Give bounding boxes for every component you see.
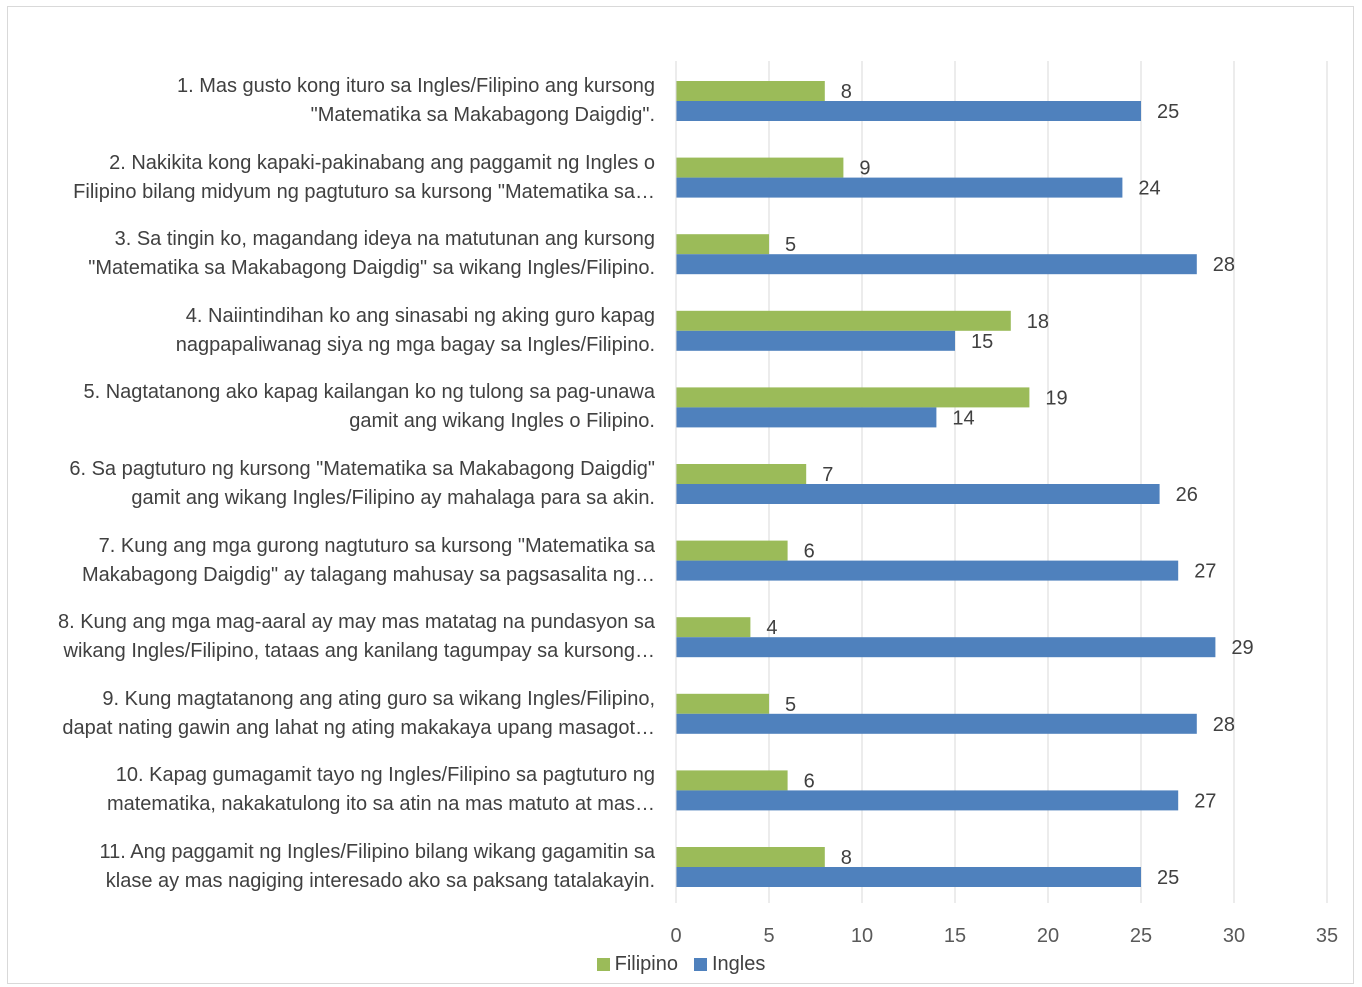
bar-ingles: [676, 790, 1179, 811]
category-label: 4. Naiintindihan ko ang sinasabi ng akin…: [0, 302, 655, 360]
x-tick-label: 10: [851, 925, 873, 947]
legend-swatch: [693, 958, 707, 971]
category-label-line: klase ay mas nagiging interesado ako sa …: [105, 870, 655, 892]
category-label: 7. Kung ang mga gurong nagtuturo sa kurs…: [0, 532, 655, 590]
category-label: 1. Mas gusto kong ituro sa Ingles/Filipi…: [0, 72, 655, 130]
bar-filipino: [676, 157, 844, 178]
data-label-ingles: 24: [1138, 178, 1160, 200]
bar-filipino: [676, 770, 788, 791]
category-label-line: wikang Ingles/Filipino, tataas ang kanil…: [63, 640, 655, 663]
data-label-ingles: 25: [1157, 101, 1179, 123]
bar-ingles: [676, 560, 1179, 581]
data-label-filipino: 6: [804, 541, 815, 563]
category-label-line: gamit ang wikang Ingles o Filipino.: [349, 410, 655, 433]
category-label: 3. Sa tingin ko, magandang ideya na matu…: [0, 225, 655, 283]
bar-filipino: [676, 617, 751, 638]
category-label-line: 8. Kung ang mga mag-aaral ay may mas mat…: [57, 611, 655, 634]
bar-filipino: [676, 81, 825, 101]
bar-ingles: [676, 713, 1197, 734]
category-label-line: 1. Mas gusto kong ituro sa Ingles/Filipi…: [176, 75, 655, 97]
data-label-filipino: 8: [841, 847, 852, 869]
category-label-line: "Matematika sa Makabagong Daigdig" sa wi…: [88, 257, 655, 280]
x-tick-label: 15: [944, 925, 966, 947]
category-label-line: Makabagong Daigdig" ay talagang mahusay …: [81, 563, 655, 586]
legend-label: Ingles: [711, 953, 766, 975]
category-label-line: matematika, nakakatulong ito sa atin na …: [106, 793, 655, 816]
data-label-ingles: 15: [971, 331, 993, 353]
category-label: 9. Kung magtatanong ang ating guro sa wi…: [0, 685, 655, 743]
data-label-ingles: 26: [1176, 484, 1198, 506]
category-label-line: dapat nating gawin ang lahat ng ating ma…: [62, 716, 655, 739]
category-label: 11. Ang paggamit ng Ingles/Filipino bila…: [0, 838, 655, 896]
bar-filipino: [676, 540, 788, 561]
data-label-ingles: 25: [1157, 867, 1179, 889]
data-label-filipino: 4: [766, 617, 777, 639]
bar-ingles: [676, 637, 1216, 658]
x-tick-label: 20: [1037, 925, 1059, 947]
category-label: 8. Kung ang mga mag-aaral ay may mas mat…: [0, 608, 655, 666]
category-label-line: nagpapaliwanag siya ng mga bagay sa Ingl…: [175, 333, 655, 356]
bar-filipino: [676, 847, 825, 867]
legend-item-filipino: Filipino: [596, 953, 678, 976]
category-label: 6. Sa pagtuturo ng kursong "Matematika s…: [0, 455, 655, 513]
category-label: 5. Nagtatanong ako kapag kailangan ko ng…: [0, 378, 655, 436]
data-label-filipino: 7: [822, 464, 833, 486]
x-tick-label: 0: [670, 925, 681, 947]
category-label-line: 5. Nagtatanong ako kapag kailangan ko ng…: [83, 381, 655, 404]
data-label-ingles: 28: [1213, 714, 1235, 736]
bar-ingles: [676, 177, 1123, 198]
bar-ingles: [676, 101, 1141, 121]
bar-filipino: [676, 234, 769, 255]
category-label-line: 6. Sa pagtuturo ng kursong "Matematika s…: [69, 458, 655, 480]
category-label: 2. Nakikita kong kapaki-pakinabang ang p…: [0, 149, 655, 207]
category-label-line: 4. Naiintindihan ko ang sinasabi ng akin…: [185, 304, 655, 327]
bar-ingles: [676, 254, 1197, 275]
category-label-line: 11. Ang paggamit ng Ingles/Filipino bila…: [99, 841, 655, 863]
data-label-filipino: 5: [785, 694, 796, 716]
data-label-ingles: 14: [952, 407, 974, 429]
data-label-filipino: 18: [1027, 311, 1049, 333]
data-label-filipino: 19: [1045, 387, 1067, 409]
chart-frame: [7, 6, 1354, 984]
legend-item-ingles: Ingles: [693, 953, 766, 976]
x-tick-label: 5: [763, 925, 774, 947]
bar-ingles: [676, 407, 937, 428]
bar-ingles: [676, 330, 955, 351]
bar-ingles: [676, 867, 1141, 887]
category-label-line: Filipino bilang midyum ng pagtuturo sa k…: [73, 180, 655, 203]
bar-ingles: [676, 484, 1160, 504]
legend-label: Filipino: [614, 953, 678, 975]
data-label-ingles: 27: [1194, 561, 1216, 583]
data-label-filipino: 8: [841, 81, 852, 103]
data-label-filipino: 6: [804, 770, 815, 792]
x-tick-label: 35: [1316, 925, 1338, 947]
bar-filipino: [676, 387, 1030, 408]
category-label-line: 9. Kung magtatanong ang ating guro sa wi…: [102, 687, 655, 710]
x-tick-label: 30: [1223, 925, 1245, 947]
category-label-line: 7. Kung ang mga gurong nagtuturo sa kurs…: [98, 534, 655, 557]
legend-swatch: [596, 958, 610, 971]
data-label-ingles: 27: [1194, 790, 1216, 812]
category-label: 10. Kapag gumagamit tayo ng Ingles/Filip…: [0, 761, 655, 819]
category-label-line: 3. Sa tingin ko, magandang ideya na matu…: [114, 228, 655, 251]
bar-filipino: [676, 310, 1011, 331]
bar-filipino: [676, 693, 769, 714]
data-label-ingles: 29: [1231, 637, 1253, 659]
legend: Filipino Ingles: [0, 953, 1362, 977]
data-label-ingles: 28: [1213, 254, 1235, 276]
category-label-line: 10. Kapag gumagamit tayo ng Ingles/Filip…: [115, 764, 655, 787]
data-label-filipino: 9: [859, 158, 870, 180]
category-label-line: gamit ang wikang Ingles/Filipino ay maha…: [131, 487, 655, 509]
category-label-line: 2. Nakikita kong kapaki-pakinabang ang p…: [109, 151, 655, 174]
bar-filipino: [676, 464, 807, 484]
data-label-filipino: 5: [785, 234, 796, 256]
category-label-line: "Matematika sa Makabagong Daigdig".: [310, 104, 655, 126]
x-tick-label: 25: [1130, 925, 1152, 947]
